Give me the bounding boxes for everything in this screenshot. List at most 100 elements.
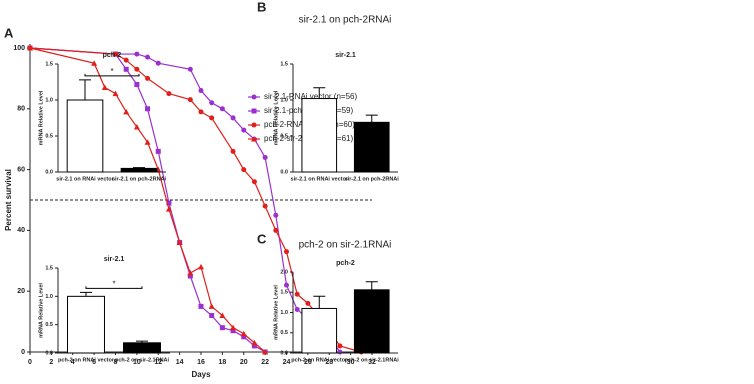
- survival-point: [284, 249, 289, 255]
- survival-point: [123, 108, 130, 115]
- survival-point: [241, 334, 247, 340]
- bar: [67, 295, 105, 354]
- legend-marker: [251, 108, 257, 114]
- y-tick-label: 1.5: [280, 61, 288, 67]
- survival-point: [262, 154, 268, 160]
- survival-point: [262, 203, 268, 209]
- error-bar: [79, 79, 91, 100]
- x-tick-label: 26: [304, 359, 312, 366]
- x-tick-label: pch-2 on sir-2.1RNAi: [345, 357, 400, 363]
- survival-point: [166, 200, 172, 206]
- y-tick-label: 0.5: [280, 330, 288, 336]
- y-tick-label: 0.0: [45, 350, 53, 356]
- panel-label: B: [257, 0, 266, 14]
- survival-point: [219, 106, 225, 112]
- error-bar: [313, 295, 326, 309]
- survival-point: [230, 328, 236, 334]
- x-axis-label: Days: [191, 370, 211, 379]
- significance-bracket: [84, 73, 140, 77]
- x-tick-label: 24: [283, 359, 291, 366]
- legend-marker: [251, 94, 257, 100]
- x-tick-label: 14: [176, 359, 184, 366]
- x-tick-label: 20: [240, 359, 248, 366]
- survival-point: [112, 90, 119, 97]
- survival-point: [241, 127, 247, 133]
- x-tick-label: 0: [28, 359, 32, 366]
- x-tick-label: 12: [154, 359, 162, 366]
- y-tick-label: 20: [17, 288, 25, 295]
- survival-point: [198, 88, 204, 94]
- survival-point: [230, 115, 236, 121]
- panel-label: A: [4, 25, 14, 40]
- bar: [66, 99, 104, 173]
- error-bar: [80, 291, 92, 297]
- survival-point: [166, 91, 172, 97]
- survival-point: [208, 303, 215, 309]
- legend-label: sir-2.1-RNAi vector (n=56): [264, 92, 357, 101]
- y-tick-label: 1.5: [280, 290, 288, 296]
- survival-point: [187, 66, 193, 72]
- survival-point: [230, 148, 236, 154]
- survival-point: [294, 306, 300, 312]
- survival-point: [273, 227, 279, 233]
- survival-point: [113, 51, 118, 57]
- y-tick-label: 0.0: [45, 169, 53, 175]
- legend-marker: [251, 136, 257, 142]
- x-tick-label: sir-2.1 on pch-2RNAi: [345, 176, 400, 182]
- survival-point: [176, 239, 183, 246]
- survival-point: [209, 313, 215, 319]
- y-tick-label: 0.5: [45, 322, 53, 328]
- y-tick-label: 0.0: [280, 169, 288, 175]
- survival-point: [155, 148, 161, 154]
- survival-point: [187, 97, 193, 103]
- survival-point: [219, 325, 225, 331]
- chart-title: sir-2.1: [335, 52, 356, 59]
- x-tick-label: sir-2.1 on RNAi vector: [291, 176, 349, 182]
- survival-point: [262, 349, 269, 355]
- y-axis-label: mRNA Relative Level: [38, 283, 44, 338]
- significance-label: *: [112, 279, 115, 288]
- x-tick-label: 30: [347, 359, 355, 366]
- survival-point: [134, 66, 140, 72]
- y-axis-label: mRNA Relative Level: [273, 90, 279, 145]
- y-axis-label: Percent survival: [4, 169, 13, 231]
- survival-point: [187, 273, 193, 279]
- survival-point: [133, 124, 140, 130]
- significance-bracket: [85, 286, 143, 289]
- x-tick-label: pch-2 on sir-2.1RNAi: [115, 357, 170, 363]
- survival-point: [240, 330, 247, 337]
- survival-point: [209, 115, 215, 121]
- panel-label: C: [257, 231, 267, 246]
- x-tick-label: 22: [261, 359, 269, 366]
- y-tick-label: 1.5: [45, 61, 53, 67]
- y-tick-label: 0.5: [280, 133, 288, 139]
- x-tick-label: 32: [368, 359, 376, 366]
- x-tick-label: 28: [325, 359, 333, 366]
- y-tick-label: 100: [13, 45, 25, 52]
- chart-title: sir-2.1: [104, 256, 125, 263]
- y-tick-label: 1.0: [280, 310, 288, 316]
- x-tick-label: sir-2.1 on pch-2RNAi: [112, 176, 167, 182]
- survival-point: [134, 81, 140, 87]
- survival-point: [27, 45, 33, 51]
- y-tick-label: 2.0: [280, 269, 288, 275]
- error-bar: [365, 114, 378, 123]
- survival-point: [273, 212, 279, 218]
- chart-title: pch-2: [103, 52, 122, 59]
- survival-point: [230, 324, 237, 331]
- panel-title: sir-2.1 on pch-2RNAi: [299, 15, 392, 26]
- survival-point: [198, 109, 204, 115]
- y-axis-label: mRNA Relative Level: [273, 285, 279, 340]
- x-tick-label: 8: [114, 359, 118, 366]
- error-bar: [133, 167, 145, 169]
- survival-point: [337, 349, 343, 355]
- survival-point: [187, 269, 194, 276]
- x-tick-label: pch-2 on RNAi vector: [58, 357, 115, 363]
- survival-point: [251, 179, 257, 185]
- y-tick-label: 1.5: [45, 265, 53, 271]
- x-tick-label: 16: [197, 359, 205, 366]
- survival-point: [241, 167, 247, 173]
- survival-point: [91, 60, 98, 66]
- survival-point: [251, 343, 257, 349]
